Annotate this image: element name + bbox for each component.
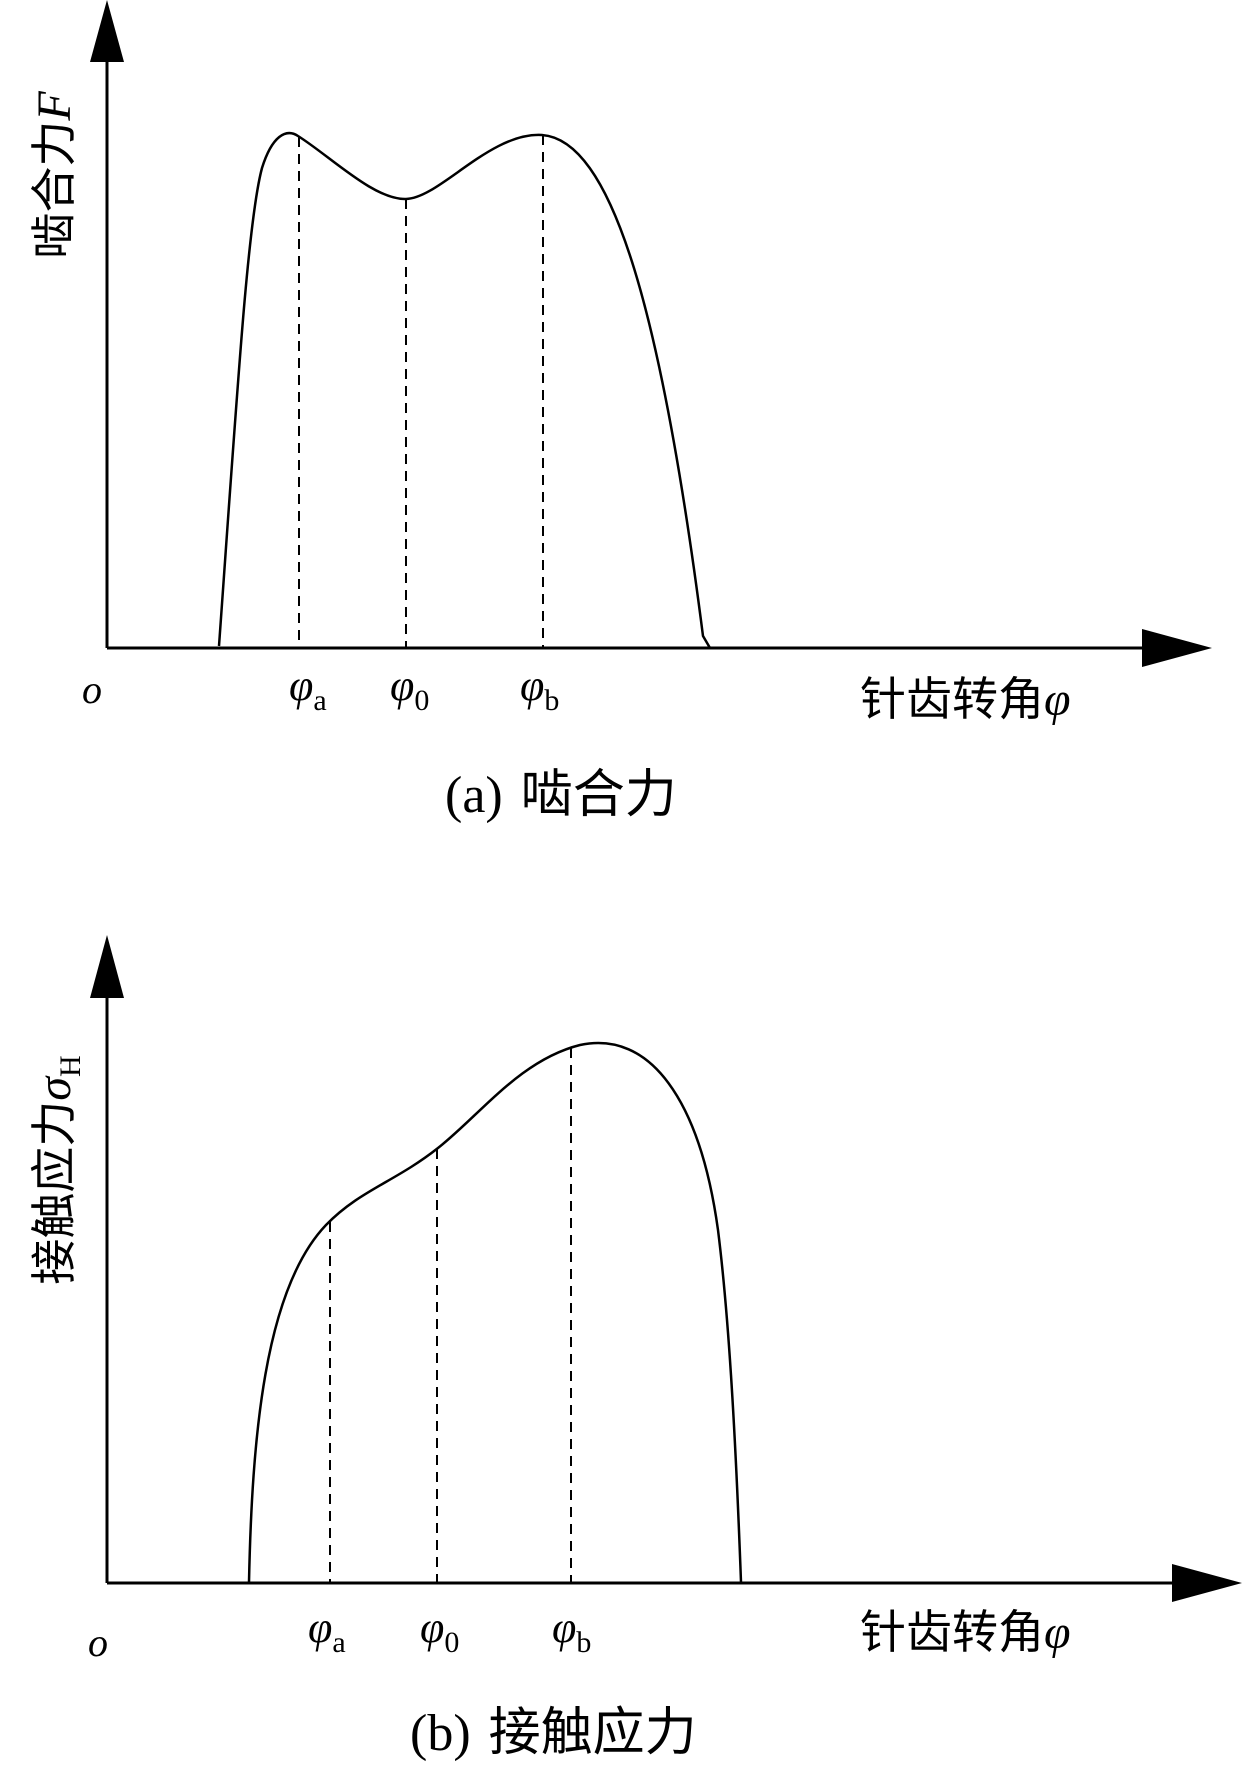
panel-b-marker-label-b: φb — [552, 1603, 591, 1659]
panel-b: o φa φ0 φb 针齿转角φ 接触应力σH (b) 接触应力 — [27, 935, 1242, 1763]
panel-a-caption: (a) 啮合力 — [445, 765, 677, 825]
panel-b-y-axis-arrow — [90, 935, 124, 998]
panel-a-marker-label-b: φb — [520, 661, 559, 717]
panel-a: o φa φ0 φb 针齿转角φ 啮合力F (a) 啮合力 — [27, 0, 1212, 825]
panel-b-y-axis-label: 接触应力σH — [27, 1055, 87, 1284]
panel-a-origin-label: o — [82, 667, 102, 712]
panel-b-caption: (b) 接触应力 — [410, 1703, 697, 1763]
panel-a-x-axis-arrow — [1142, 629, 1212, 667]
panel-a-y-axis-label: 啮合力F — [27, 91, 81, 259]
panel-a-x-axis-label: 针齿转角φ — [860, 672, 1071, 726]
panel-a-y-axis-arrow — [90, 0, 124, 62]
panel-a-marker-label-0: φ0 — [390, 661, 429, 717]
panel-a-marker-label-a: φa — [289, 661, 327, 717]
panel-b-origin-label: o — [88, 1620, 108, 1665]
panel-a-force-curve — [217, 131, 712, 649]
panel-b-x-axis-arrow — [1172, 1564, 1242, 1602]
panel-b-stress-curve — [247, 1041, 743, 1583]
panel-b-marker-label-a: φa — [308, 1603, 346, 1659]
panel-b-marker-label-0: φ0 — [420, 1603, 459, 1659]
panel-b-x-axis-label: 针齿转角φ — [860, 1605, 1071, 1659]
